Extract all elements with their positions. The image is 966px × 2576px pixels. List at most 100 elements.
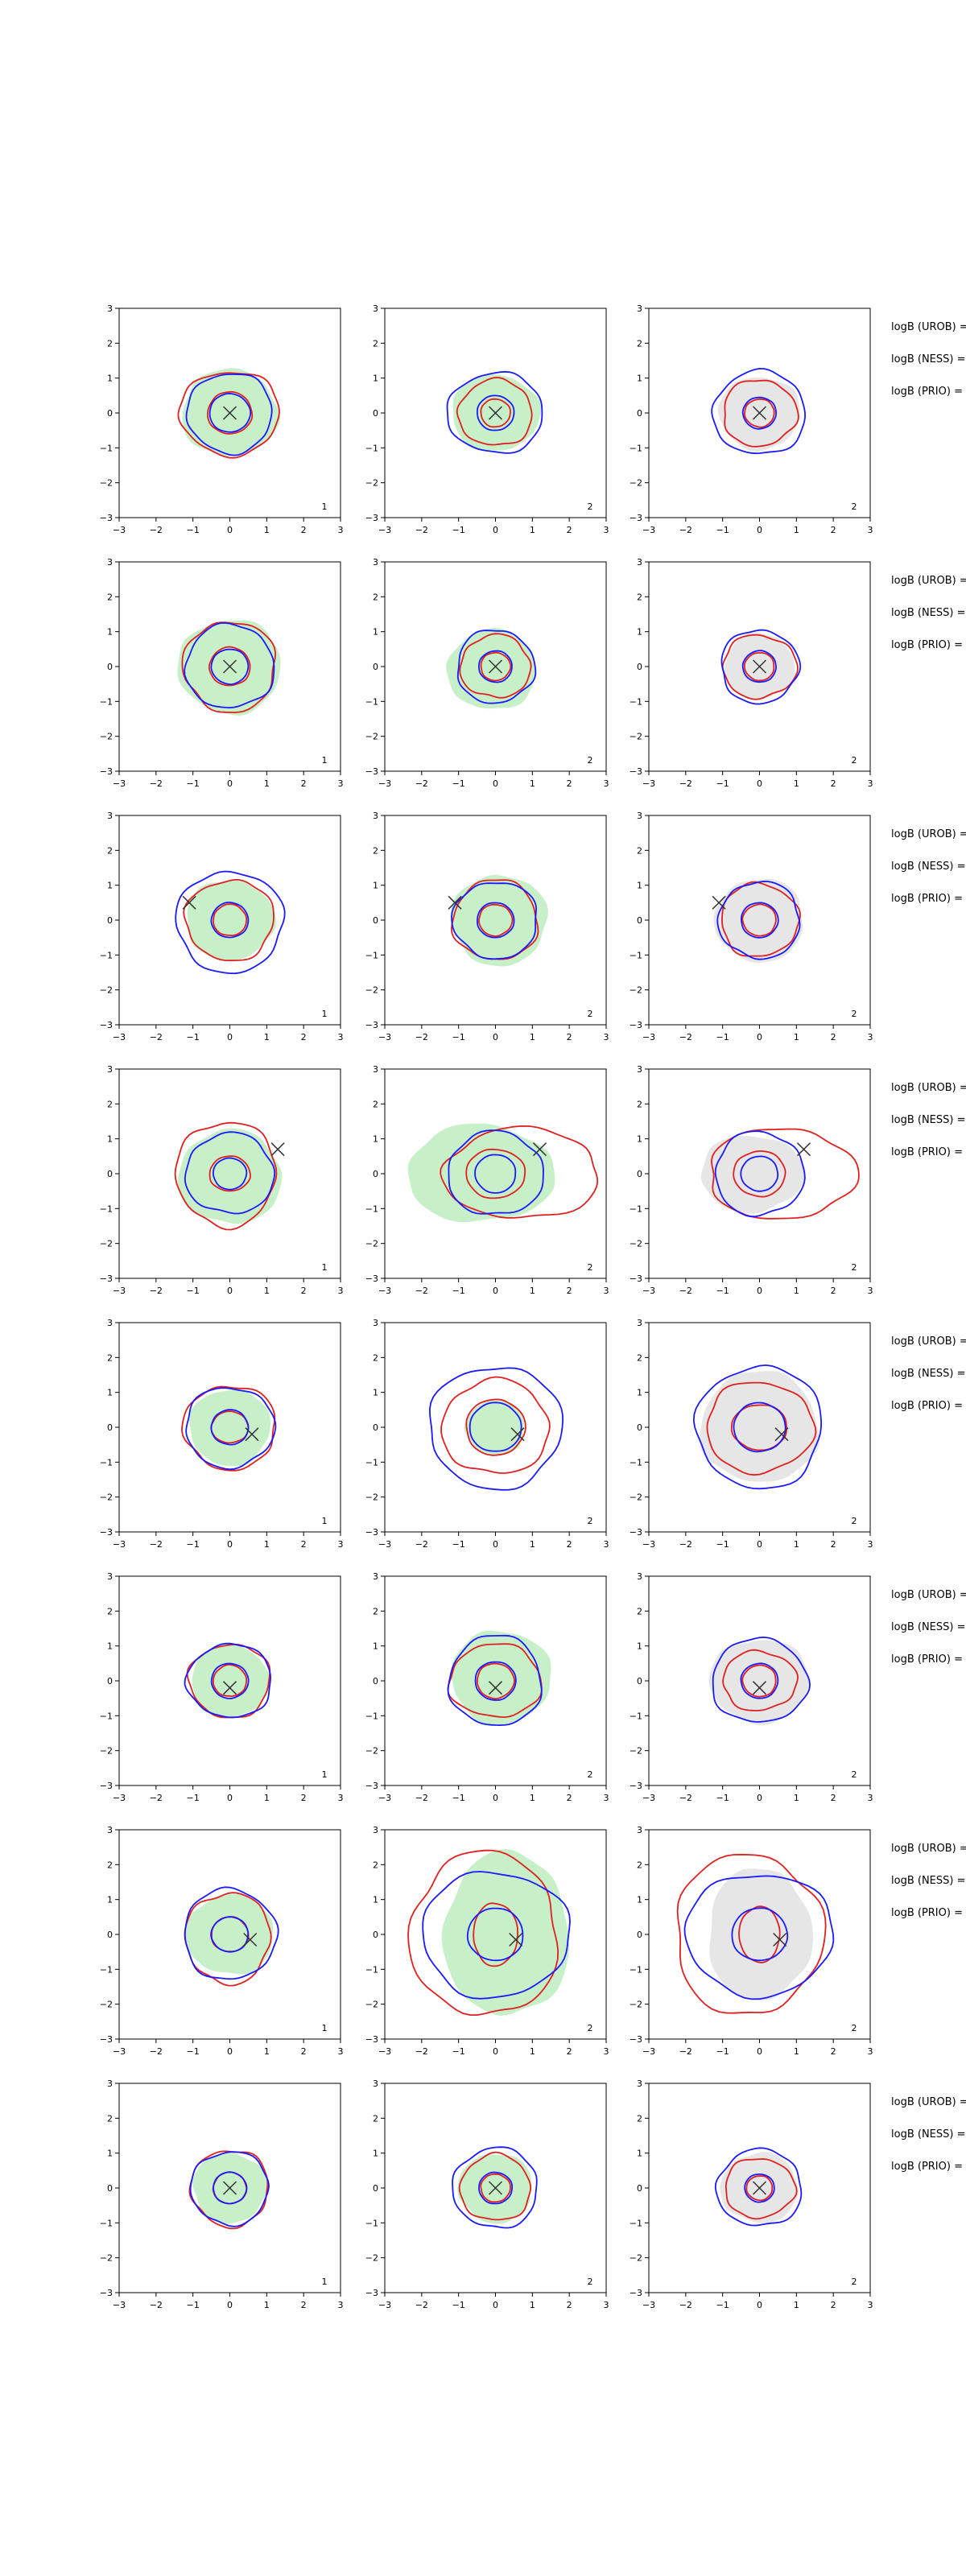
y-tick-label: 0 <box>373 1676 378 1686</box>
logb-label: logB (NESS) = <box>891 2128 965 2140</box>
y-tick-label: −2 <box>630 732 642 742</box>
y-tick-label: −1 <box>365 1457 378 1468</box>
panel-plot-area <box>708 1636 811 1726</box>
y-tick-label: 2 <box>637 2113 642 2124</box>
y-tick-label: −3 <box>100 1020 113 1030</box>
y-tick-label: 2 <box>107 845 113 856</box>
panel-2-1: −3 −2 −1 0 1 2 3 3 2 1 0 −1 −2 −3 2 <box>365 811 609 1042</box>
panel-2-0: −3 −2 −1 0 1 2 3 3 2 1 0 −1 −2 −3 1 <box>100 811 344 1042</box>
x-tick-label: −3 <box>113 1539 126 1550</box>
x-tick-label: 2 <box>567 1286 572 1296</box>
x-tick-label: 1 <box>264 2300 270 2310</box>
y-tick-label: 1 <box>637 1641 642 1652</box>
red-contour <box>724 379 799 448</box>
x-tick-label: −1 <box>187 1032 200 1042</box>
x-tick-label: −3 <box>642 778 655 789</box>
y-tick-label: 1 <box>107 627 113 638</box>
y-tick-label: 0 <box>373 2183 378 2194</box>
y-tick-label: −3 <box>365 1527 378 1538</box>
blue-contour <box>478 2171 514 2205</box>
y-tick-label: 1 <box>107 881 113 891</box>
x-tick-label: 0 <box>493 2300 498 2310</box>
y-tick-label: 3 <box>637 811 642 821</box>
density-fill <box>441 1848 570 2016</box>
panel-6-1: −3 −2 −1 0 1 2 3 3 2 1 0 −1 −2 −3 2 <box>365 1825 609 2057</box>
panel-6-0: −3 −2 −1 0 1 2 3 3 2 1 0 −1 −2 −3 1 <box>100 1825 344 2057</box>
y-tick-label: 2 <box>107 1099 113 1109</box>
blue-contour <box>210 902 250 939</box>
blue-contour <box>744 2174 775 2203</box>
x-tick-label: −1 <box>716 778 729 789</box>
red-contour <box>744 652 775 682</box>
y-tick-label: 1 <box>637 1134 642 1145</box>
panel-index-label: 2 <box>852 2023 857 2033</box>
red-contour <box>478 903 514 937</box>
x-tick-label: −3 <box>378 1032 391 1042</box>
density-fill <box>700 1371 819 1482</box>
panel-index-label: 2 <box>588 1262 593 1273</box>
y-tick-label: −1 <box>365 1711 378 1721</box>
x-tick-label: −2 <box>150 1032 163 1042</box>
panel-index-label: 2 <box>852 502 857 512</box>
x-tick-label: −2 <box>150 1286 163 1296</box>
true-value-marker <box>774 1427 789 1442</box>
x-tick-label: 0 <box>227 1793 233 1803</box>
x-tick-label: 1 <box>530 1286 535 1296</box>
panel-7-2: −3 −2 −1 0 1 2 3 3 2 1 0 −1 −2 −3 2 <box>630 2079 873 2310</box>
panel-index-label: 1 <box>322 2023 328 2033</box>
x-tick-label: 3 <box>604 1032 609 1042</box>
y-tick-label: −2 <box>630 1746 642 1757</box>
panel-3-2: −3 −2 −1 0 1 2 3 3 2 1 0 −1 −2 −3 2 <box>630 1064 873 1296</box>
true-value-marker <box>222 406 237 420</box>
true-value-marker <box>182 895 196 910</box>
true-value-marker <box>245 1427 259 1442</box>
x-tick-label: 3 <box>338 778 344 789</box>
x-tick-label: 0 <box>757 2300 762 2310</box>
x-tick-label: −2 <box>415 2046 428 2057</box>
panel-2-2: −3 −2 −1 0 1 2 3 3 2 1 0 −1 −2 −3 2 <box>630 811 873 1042</box>
y-tick-label: −3 <box>630 2288 642 2298</box>
y-tick-label: −1 <box>100 1711 113 1721</box>
red-contour <box>676 1853 827 2014</box>
density-fill <box>192 1642 271 1717</box>
x-tick-label: −3 <box>642 2300 655 2310</box>
density-fill <box>452 1630 551 1726</box>
x-tick-label: −2 <box>415 2300 428 2310</box>
panel-0-0: −3 −2 −1 0 1 2 3 3 2 1 0 −1 −2 −3 1 <box>100 303 344 535</box>
y-tick-label: −3 <box>630 513 642 523</box>
blue-contour <box>185 374 273 456</box>
y-tick-label: 2 <box>637 1606 642 1616</box>
row-annotations-2: logB (UROB) = logB (NESS) = logB (PRIO) = <box>891 828 966 905</box>
x-tick-label: 0 <box>757 778 762 789</box>
y-tick-label: −1 <box>630 2218 642 2228</box>
row-annotations-3: logB (UROB) = logB (NESS) = logB (PRIO) = <box>891 1082 966 1158</box>
panel-7-0: −3 −2 −1 0 1 2 3 3 2 1 0 −1 −2 −3 1 <box>100 2079 344 2310</box>
y-tick-label: 2 <box>373 1860 378 1870</box>
x-tick-label: −1 <box>452 1286 465 1296</box>
x-tick-label: 3 <box>604 778 609 789</box>
red-contour <box>725 2158 798 2220</box>
x-tick-label: 2 <box>301 2046 307 2057</box>
blue-contour <box>474 1154 517 1194</box>
x-tick-label: 3 <box>868 2300 873 2310</box>
x-tick-label: −2 <box>679 1032 692 1042</box>
true-value-marker <box>796 1142 811 1157</box>
y-tick-label: 0 <box>107 1169 113 1179</box>
logb-label: logB (NESS) = <box>891 861 965 873</box>
density-fill <box>717 378 800 452</box>
x-tick-label: 1 <box>264 1793 270 1803</box>
row-annotations-5: logB (UROB) = logB (NESS) = logB (PRIO) = <box>891 1589 966 1666</box>
x-tick-label: −2 <box>150 1539 163 1550</box>
x-tick-label: −3 <box>113 525 126 535</box>
x-tick-label: 0 <box>757 1032 762 1042</box>
x-tick-label: 3 <box>338 2046 344 2057</box>
x-tick-label: −1 <box>187 1286 200 1296</box>
blue-contour <box>456 630 537 704</box>
panel-5-2: −3 −2 −1 0 1 2 3 3 2 1 0 −1 −2 −3 2 <box>630 1571 873 1803</box>
x-tick-label: −1 <box>716 1032 729 1042</box>
y-tick-label: −1 <box>630 443 642 453</box>
panel-1-2: −3 −2 −1 0 1 2 3 3 2 1 0 −1 −2 −3 2 <box>630 557 873 789</box>
y-tick-label: −1 <box>630 950 642 960</box>
panel-plot-area <box>711 367 807 455</box>
panel-index-label: 2 <box>588 1009 593 1019</box>
